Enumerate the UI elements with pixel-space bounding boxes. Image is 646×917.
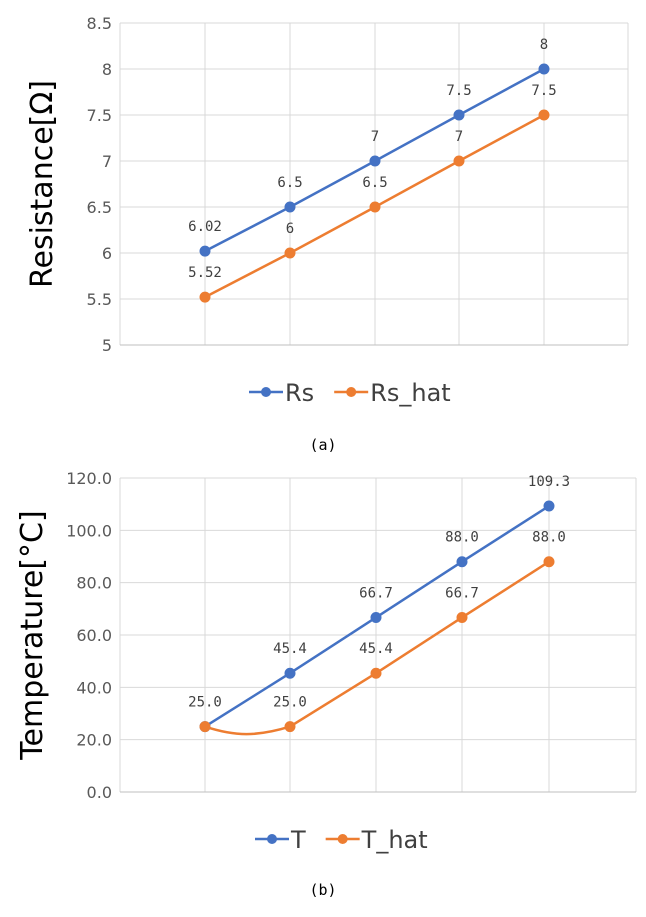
- y-tick-label: 60.0: [76, 626, 112, 645]
- point-T_hat: [284, 721, 296, 733]
- point-Rs: [538, 63, 550, 75]
- point-T: [456, 556, 468, 568]
- point-Rs_hat: [538, 109, 550, 121]
- figure-caption: (a): [309, 436, 336, 454]
- y-tick-label: 7.5: [87, 106, 112, 125]
- point-T_hat: [199, 721, 211, 733]
- y-tick-label: 5: [102, 336, 112, 355]
- data-label-T_hat: 66.7: [445, 585, 479, 601]
- y-axis-title: Resistance[Ω]: [25, 80, 60, 288]
- data-label-T: 45.4: [273, 641, 307, 657]
- figure-caption: (b): [309, 881, 336, 899]
- point-Rs_hat: [199, 291, 211, 303]
- y-tick-label: 8.5: [87, 14, 112, 33]
- data-label-Rs: 7: [371, 129, 379, 145]
- point-Rs: [369, 155, 381, 167]
- y-tick-label: 0.0: [87, 783, 112, 802]
- point-T: [543, 500, 555, 512]
- point-Rs_hat: [284, 247, 296, 259]
- data-label-T_hat: 88.0: [532, 530, 566, 546]
- y-tick-label: 8: [102, 60, 112, 79]
- legend-label-T: T: [290, 826, 306, 854]
- legend-label-Rs: Rs: [285, 379, 314, 407]
- legend-marker-Rs_hat: [346, 387, 357, 397]
- data-label-Rs: 8: [540, 37, 548, 53]
- data-label-T: 25.0: [188, 695, 222, 711]
- point-Rs: [199, 245, 211, 257]
- data-label-Rs_hat: 6: [286, 221, 294, 237]
- y-tick-label: 5.5: [87, 290, 112, 309]
- data-label-T: 88.0: [445, 530, 479, 546]
- point-Rs: [453, 109, 465, 121]
- point-T_hat: [370, 667, 382, 679]
- y-tick-label: 20.0: [76, 731, 112, 750]
- legend-marker-T: [267, 834, 277, 844]
- point-Rs: [284, 201, 296, 213]
- point-T_hat: [543, 556, 555, 568]
- legend-marker-T_hat: [337, 834, 348, 844]
- y-tick-label: 100.0: [66, 521, 112, 540]
- point-T: [370, 611, 382, 623]
- data-label-Rs: 6.5: [277, 175, 302, 191]
- data-label-T: 66.7: [359, 585, 393, 601]
- data-label-Rs_hat: 7: [455, 129, 463, 145]
- data-label-Rs_hat: 7.5: [531, 83, 556, 99]
- data-label-T_hat: 25.0: [273, 695, 307, 711]
- data-label-T_hat: 45.4: [359, 641, 393, 657]
- legend-label-T_hat: T_hat: [361, 826, 428, 854]
- data-label-Rs_hat: 5.52: [188, 265, 222, 281]
- y-tick-label: 6.5: [87, 198, 112, 217]
- legend-label-Rs_hat: Rs_hat: [370, 379, 451, 407]
- y-tick-label: 40.0: [76, 678, 112, 697]
- point-T_hat: [456, 611, 468, 623]
- point-Rs_hat: [369, 201, 381, 213]
- data-label-Rs: 7.5: [446, 83, 471, 99]
- y-tick-label: 80.0: [76, 574, 112, 593]
- y-axis-title: Temperature[°C]: [15, 510, 50, 760]
- point-T: [284, 667, 296, 679]
- data-label-Rs_hat: 6.5: [362, 175, 387, 191]
- series-line-T_hat: [204, 560, 550, 736]
- point-Rs_hat: [453, 155, 465, 167]
- data-label-Rs: 6.02: [188, 219, 222, 235]
- y-tick-label: 6: [102, 244, 112, 263]
- legend-marker-Rs: [261, 387, 271, 397]
- data-label-T: 109.3: [528, 474, 570, 490]
- y-tick-label: 7: [102, 152, 112, 171]
- y-tick-label: 120.0: [66, 469, 112, 488]
